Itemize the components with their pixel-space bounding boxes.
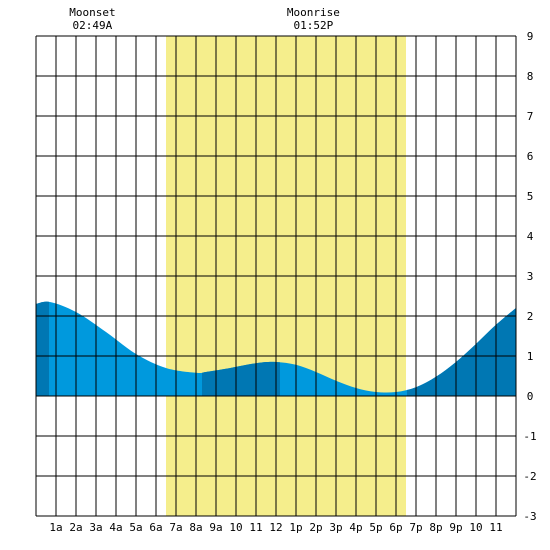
x-tick-label: 6a [149,521,162,534]
tide-night-shade [407,301,516,396]
y-tick-label: -2 [523,470,536,483]
x-tick-label: 8a [189,521,202,534]
x-tick-label: 12 [269,521,282,534]
x-tick-label: 3a [89,521,102,534]
y-tick-label: 1 [527,350,534,363]
y-tick-label: 0 [527,390,534,403]
x-tick-label: 3p [329,521,342,534]
x-tick-label: 7a [169,521,182,534]
y-tick-label: -1 [523,430,536,443]
x-tick-label: 1a [49,521,62,534]
y-tick-label: 6 [527,150,534,163]
x-tick-label: 10 [469,521,482,534]
y-tick-label: 9 [527,30,534,43]
moon-event-time: 02:49A [73,19,113,32]
x-tick-label: 10 [229,521,242,534]
x-tick-label: 2a [69,521,82,534]
x-tick-label: 8p [429,521,442,534]
x-tick-label: 1p [289,521,302,534]
moon-event-label: Moonset [69,6,115,19]
x-tick-label: 5a [129,521,142,534]
x-tick-label: 11 [489,521,502,534]
x-tick-label: 2p [309,521,322,534]
x-tick-label: 9p [449,521,462,534]
x-tick-label: 5p [369,521,382,534]
y-tick-label: 2 [527,310,534,323]
x-tick-label: 4p [349,521,362,534]
y-tick-label: 8 [527,70,534,83]
grid-layer [35,35,517,517]
x-tick-label: 6p [389,521,402,534]
tide-night-shade [36,301,49,396]
y-tick-label: -3 [523,510,536,523]
x-tick-label: 11 [249,521,262,534]
x-tick-label: 7p [409,521,422,534]
moon-event-label: Moonrise [287,6,340,19]
y-tick-label: 3 [527,270,534,283]
y-tick-label: 7 [527,110,534,123]
x-tick-label: 4a [109,521,122,534]
moon-event-time: 01:52P [294,19,334,32]
y-tick-labels: 9 8 7 6 5 4 3 2 1 0 -1 -2 -3 [523,30,536,523]
y-tick-label: 4 [527,230,534,243]
y-tick-label: 5 [527,190,534,203]
x-tick-labels: 1a 2a 3a 4a 5a 6a 7a 8a 9a 10 11 12 1p 2p 3p 4p 5p 6p 7p 8p… [49,521,502,534]
x-tick-label: 9a [209,521,222,534]
